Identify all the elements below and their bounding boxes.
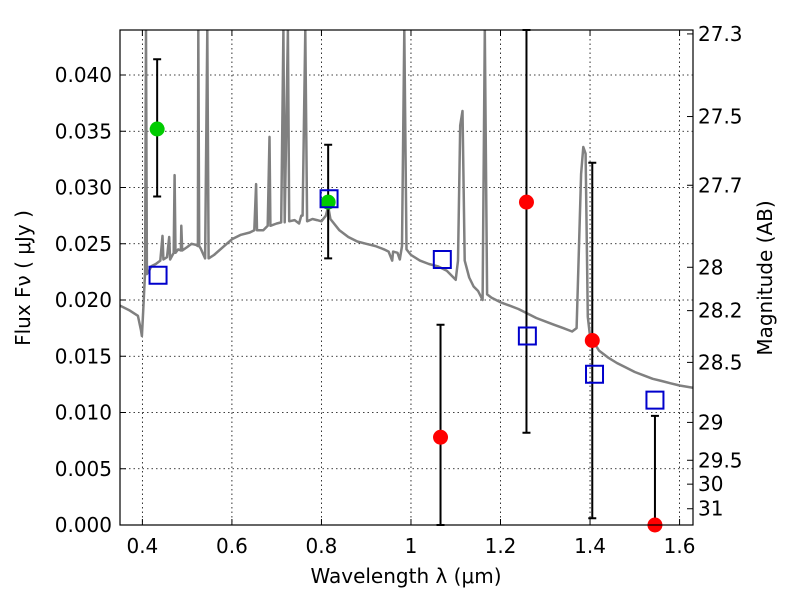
x-axis-title: Wavelength λ (μm) (310, 564, 501, 588)
data-point (584, 333, 600, 348)
y-tick-label: 0.035 (55, 119, 112, 143)
model-spectrum-layer (120, 30, 693, 390)
y-tick-label: 0.010 (55, 401, 112, 425)
x-tick-label: 0.4 (126, 534, 158, 558)
x-tick-label: 1.2 (485, 534, 517, 558)
right-tick-label: 29.5 (698, 448, 743, 472)
data-point (433, 429, 449, 445)
model-point (432, 250, 452, 269)
right-tick-label: 27.3 (698, 22, 743, 46)
data-point (149, 121, 165, 137)
right-tick-label: 28.2 (698, 299, 743, 323)
y-tick-label: 0.000 (55, 513, 112, 537)
model-point (517, 326, 537, 346)
right-tick-label: 28.5 (698, 350, 743, 374)
model-point (585, 364, 605, 384)
x-tick-label: 0.8 (306, 534, 338, 558)
y-axis-title: Flux Fν ( μJy ) (11, 210, 35, 346)
x-tick-label: 0.6 (216, 534, 248, 558)
x-tick-label: 1.4 (574, 534, 606, 558)
model-point (148, 265, 168, 285)
y-tick-label: 0.005 (55, 457, 112, 481)
x-tick-label: 1.6 (664, 534, 696, 558)
right-tick-label: 30 (698, 472, 723, 496)
y-tick-label: 0.015 (55, 344, 112, 368)
model-spectrum-line (120, 30, 693, 390)
data-point (320, 194, 336, 210)
axis-ticks: 0.4 0.6 0.8 1 1.2 1.4 1.6 0.000 0.005 0.010 0.015 0… (55, 22, 743, 558)
plot-area-frame (119, 29, 694, 526)
right-tick-label: 27.5 (698, 105, 743, 129)
right-tick-label: 28 (698, 255, 723, 279)
y-tick-label: 0.025 (55, 232, 112, 256)
data-point (518, 194, 534, 210)
right-tick-label: 31 (698, 497, 723, 521)
model-point (645, 390, 665, 410)
y-tick-label: 0.020 (55, 288, 112, 312)
y-tick-label: 0.030 (55, 176, 112, 200)
right-tick-label: 29 (698, 410, 723, 434)
right-tick-label: 27.7 (698, 173, 743, 197)
x-tick-label: 1 (405, 534, 418, 558)
y-tick-label: 0.040 (55, 63, 112, 87)
marker-layer (148, 29, 665, 533)
right-axis-title: Magnitude (AB) (753, 200, 777, 355)
model-point (319, 189, 339, 209)
